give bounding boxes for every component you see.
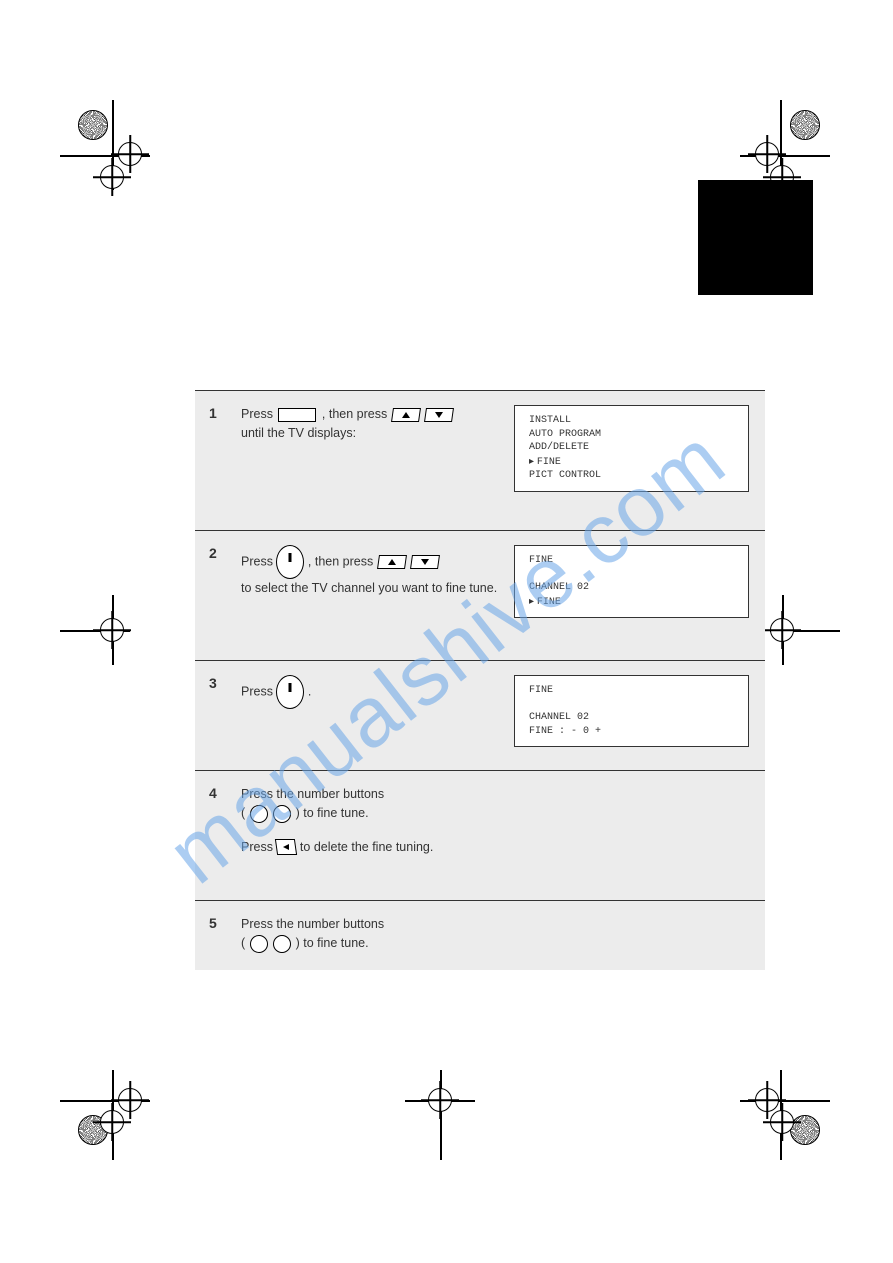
step-text: until the TV displays:	[241, 426, 356, 440]
step-text: ) to fine tune.	[296, 806, 369, 820]
step-text: Press	[241, 840, 276, 854]
up-key-icon	[377, 555, 407, 569]
step-number: 3	[209, 675, 217, 691]
instruction-panel: 1 Press , then press until the TV displa…	[195, 390, 765, 970]
tv-display: FINE CHANNEL 02 FINE	[514, 545, 749, 618]
step-number: 2	[209, 545, 217, 561]
step-text: .	[308, 684, 311, 698]
number-button-icon	[273, 805, 291, 823]
step-1: 1 Press , then press until the TV displa…	[195, 390, 765, 530]
enter-button-icon	[276, 545, 304, 579]
step-3: 3 Press . FINE CHANNEL 02 FINE : - 0 +	[195, 660, 765, 770]
step-text: Press	[241, 684, 276, 698]
step-text: to select the TV channel you want to fin…	[241, 581, 497, 595]
step-text: ) to fine tune.	[296, 936, 369, 950]
tv-display: FINE CHANNEL 02 FINE : - 0 +	[514, 675, 749, 747]
down-key-icon	[410, 555, 440, 569]
step-4: 4 Press the number buttons ( ) to fine t…	[195, 770, 765, 900]
step-text: (	[241, 806, 245, 820]
step-text: (	[241, 936, 245, 950]
enter-button-icon	[276, 675, 304, 709]
step-text: Press	[241, 407, 276, 421]
step-text: to delete the fine tuning.	[300, 840, 433, 854]
step-text: Press	[241, 554, 276, 568]
step-5: 5 Press the number buttons ( ) to fine t…	[195, 900, 765, 970]
step-2: 2 Press , then press to select the TV ch…	[195, 530, 765, 660]
number-button-icon	[273, 935, 291, 953]
step-text: Press the number buttons	[241, 787, 384, 801]
step-text: , then press	[308, 554, 377, 568]
section-tab	[698, 180, 813, 295]
menu-key-icon	[278, 408, 316, 422]
tv-display: INSTALL AUTO PROGRAM ADD/DELETE FINE PIC…	[514, 405, 749, 492]
number-button-icon	[250, 805, 268, 823]
number-button-icon	[250, 935, 268, 953]
left-key-icon	[275, 839, 297, 855]
step-number: 1	[209, 405, 217, 421]
step-number: 5	[209, 915, 217, 931]
step-number: 4	[209, 785, 217, 801]
up-key-icon	[391, 408, 421, 422]
step-text: , then press	[322, 407, 391, 421]
down-key-icon	[424, 408, 454, 422]
step-text: Press the number buttons	[241, 917, 384, 931]
